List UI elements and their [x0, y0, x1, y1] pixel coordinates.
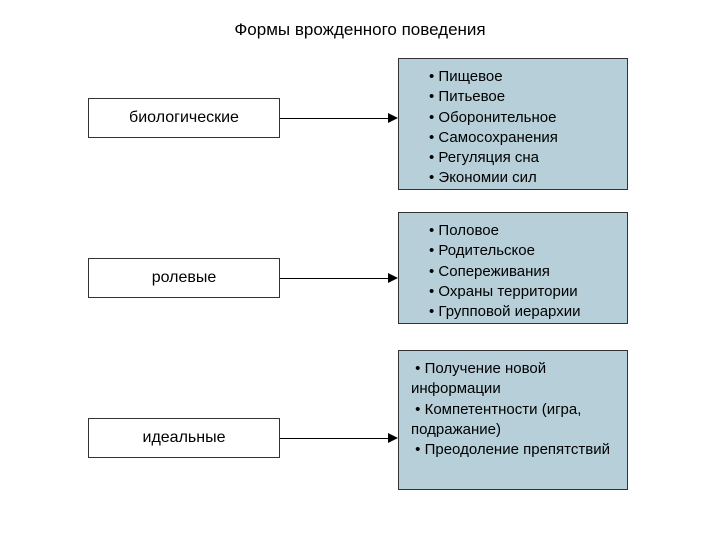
list-item: • Получение новой информации: [411, 359, 615, 400]
list-item: Половое: [429, 221, 615, 241]
list-item: Оборонительное: [429, 108, 615, 128]
arrow-head-1: [388, 113, 398, 123]
detail-box-biological: Пищевое Питьевое Оборонительное Самосохр…: [398, 58, 628, 190]
detail-list: Половое Родительское Сопереживания Охран…: [411, 221, 615, 322]
category-label: ролевые: [152, 269, 217, 287]
list-item: Охраны территории: [429, 282, 615, 302]
arrow-line-1: [280, 118, 388, 119]
category-box-ideal: идеальные: [88, 418, 280, 458]
arrow-line-2: [280, 278, 388, 279]
list-item: Экономии сил: [429, 168, 615, 188]
category-box-role: ролевые: [88, 258, 280, 298]
list-item: Пищевое: [429, 67, 615, 87]
list-item: Групповой иерархии: [429, 302, 615, 322]
detail-list: • Получение новой информации • Компетент…: [411, 359, 615, 460]
list-item: Родительское: [429, 241, 615, 261]
list-item: Питьевое: [429, 87, 615, 107]
list-item: • Компетентности (игра, подражание): [411, 400, 615, 441]
arrow-head-3: [388, 433, 398, 443]
detail-box-role: Половое Родительское Сопереживания Охран…: [398, 212, 628, 324]
list-item: Самосохранения: [429, 128, 615, 148]
arrow-line-3: [280, 438, 388, 439]
diagram-title: Формы врожденного поведения: [0, 20, 720, 40]
category-label: биологические: [129, 109, 239, 127]
category-label: идеальные: [143, 429, 226, 447]
detail-list: Пищевое Питьевое Оборонительное Самосохр…: [411, 67, 615, 189]
list-item: Регуляция сна: [429, 148, 615, 168]
arrow-head-2: [388, 273, 398, 283]
detail-box-ideal: • Получение новой информации • Компетент…: [398, 350, 628, 490]
category-box-biological: биологические: [88, 98, 280, 138]
list-item: • Преодоление препятствий: [411, 440, 615, 460]
list-item: Сопереживания: [429, 262, 615, 282]
